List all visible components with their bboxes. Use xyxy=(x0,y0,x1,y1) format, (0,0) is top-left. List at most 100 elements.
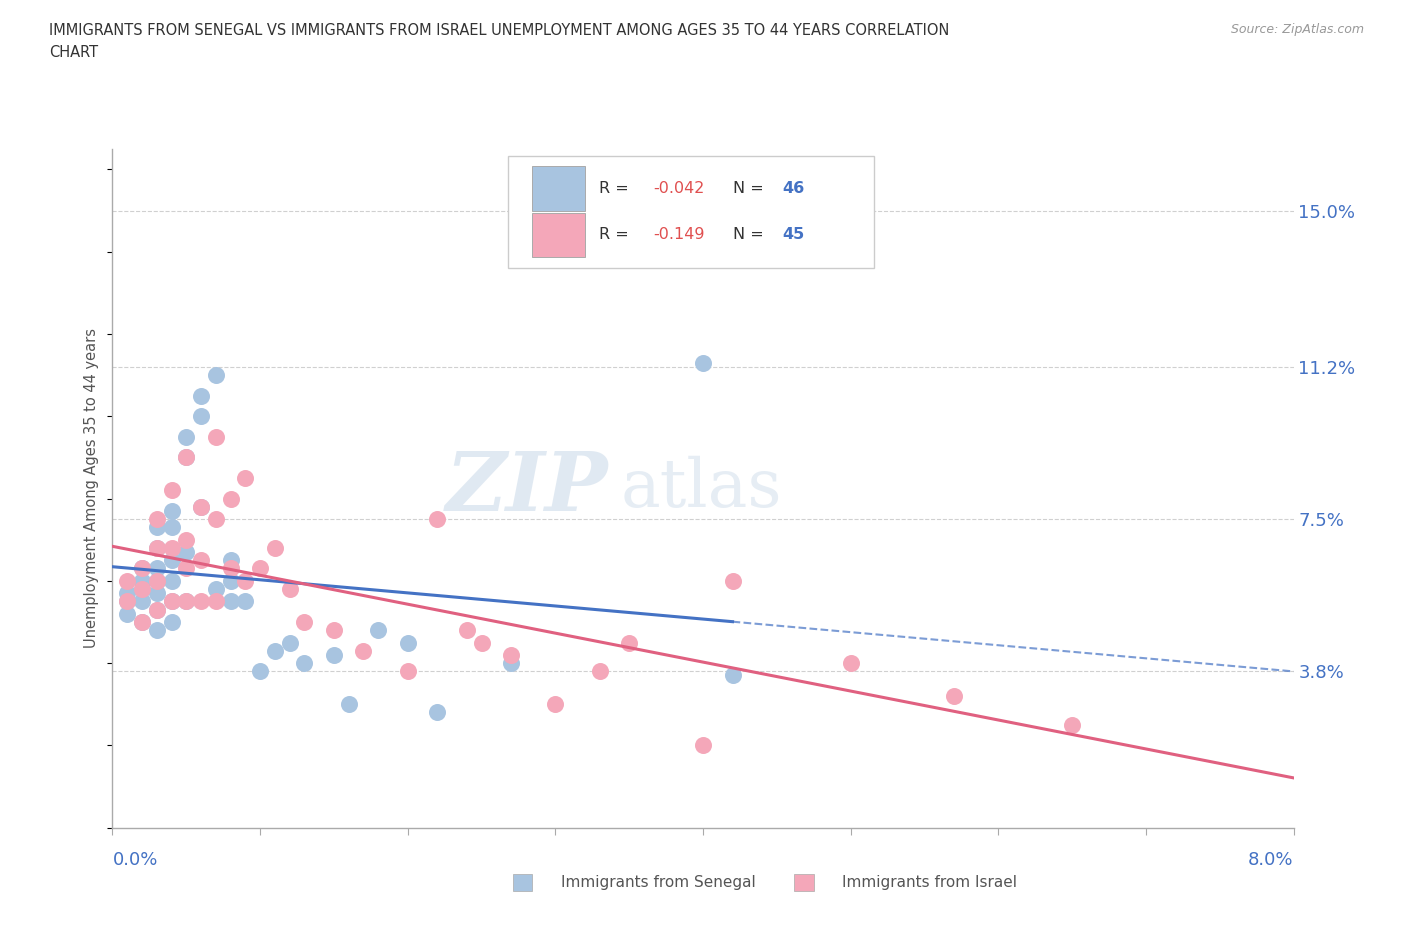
Point xyxy=(146,603,169,618)
Point xyxy=(146,574,169,589)
Point xyxy=(426,705,449,720)
Text: CHART: CHART xyxy=(49,45,98,60)
Text: Immigrants from Israel: Immigrants from Israel xyxy=(842,875,1017,890)
Point xyxy=(174,430,197,445)
Point xyxy=(117,606,138,621)
Point xyxy=(219,552,242,567)
Point xyxy=(174,594,197,609)
Text: N =: N = xyxy=(733,181,769,196)
Text: Source: ZipAtlas.com: Source: ZipAtlas.com xyxy=(1230,23,1364,36)
Point xyxy=(219,594,242,609)
Point xyxy=(501,656,523,671)
Point xyxy=(249,561,271,576)
Text: 0.0%: 0.0% xyxy=(112,851,157,869)
Point xyxy=(501,647,523,662)
Point xyxy=(174,545,197,560)
FancyBboxPatch shape xyxy=(531,166,585,210)
Point xyxy=(233,471,256,485)
Point xyxy=(160,540,183,555)
Point xyxy=(205,512,228,526)
Text: 45: 45 xyxy=(782,227,804,242)
Point xyxy=(264,540,287,555)
Point xyxy=(190,552,212,567)
Text: ZIP: ZIP xyxy=(446,448,609,528)
Text: R =: R = xyxy=(599,227,634,242)
Point xyxy=(146,603,169,618)
Point xyxy=(160,594,183,609)
Point xyxy=(190,409,212,424)
Point xyxy=(174,450,197,465)
Point xyxy=(131,581,153,596)
Text: R =: R = xyxy=(599,181,634,196)
Point xyxy=(278,635,301,650)
Point xyxy=(160,574,183,589)
Point xyxy=(174,532,197,547)
Point xyxy=(131,615,153,630)
Point xyxy=(292,615,315,630)
Point xyxy=(205,367,228,382)
Text: N =: N = xyxy=(733,227,769,242)
Point xyxy=(205,430,228,445)
Point xyxy=(190,499,212,514)
Point xyxy=(323,647,346,662)
Point xyxy=(146,586,169,601)
Point xyxy=(190,388,212,403)
Point xyxy=(337,697,360,711)
Point xyxy=(352,644,374,658)
Point xyxy=(619,635,641,650)
Point xyxy=(160,483,183,498)
Point xyxy=(131,561,153,576)
Point xyxy=(174,594,197,609)
Point xyxy=(471,635,494,650)
Point xyxy=(588,664,610,679)
Point xyxy=(219,491,242,506)
Point xyxy=(367,623,389,638)
Text: 8.0%: 8.0% xyxy=(1249,851,1294,869)
Point xyxy=(131,561,153,576)
Point xyxy=(117,594,138,609)
Point xyxy=(205,594,228,609)
Point xyxy=(146,540,169,555)
Point xyxy=(117,586,138,601)
Point xyxy=(396,664,419,679)
Point xyxy=(174,450,197,465)
Text: -0.149: -0.149 xyxy=(654,227,704,242)
Point xyxy=(233,574,256,589)
Point xyxy=(264,644,287,658)
Point xyxy=(131,594,153,609)
Point xyxy=(839,656,862,671)
Point xyxy=(146,520,169,535)
Point xyxy=(131,581,153,596)
Text: 46: 46 xyxy=(782,181,804,196)
Point xyxy=(942,688,965,703)
Point xyxy=(160,552,183,567)
Point xyxy=(219,561,242,576)
Point xyxy=(146,512,169,526)
Point xyxy=(721,574,744,589)
Point xyxy=(146,623,169,638)
Point xyxy=(146,574,169,589)
Point xyxy=(249,664,271,679)
Point xyxy=(146,561,169,576)
Point xyxy=(233,594,256,609)
Text: Immigrants from Senegal: Immigrants from Senegal xyxy=(561,875,756,890)
Point xyxy=(205,581,228,596)
Point xyxy=(323,623,346,638)
Point xyxy=(190,499,212,514)
Point xyxy=(160,615,183,630)
Point xyxy=(292,656,315,671)
Point xyxy=(160,503,183,518)
Point xyxy=(544,697,567,711)
Point xyxy=(174,561,197,576)
FancyBboxPatch shape xyxy=(531,213,585,257)
Point xyxy=(396,635,419,650)
Point xyxy=(160,594,183,609)
Point xyxy=(160,520,183,535)
Y-axis label: Unemployment Among Ages 35 to 44 years: Unemployment Among Ages 35 to 44 years xyxy=(84,328,100,648)
Point xyxy=(456,623,478,638)
Point xyxy=(692,355,714,370)
Text: atlas: atlas xyxy=(620,456,782,521)
Point xyxy=(278,581,301,596)
Point xyxy=(721,668,744,683)
Text: -0.042: -0.042 xyxy=(654,181,704,196)
